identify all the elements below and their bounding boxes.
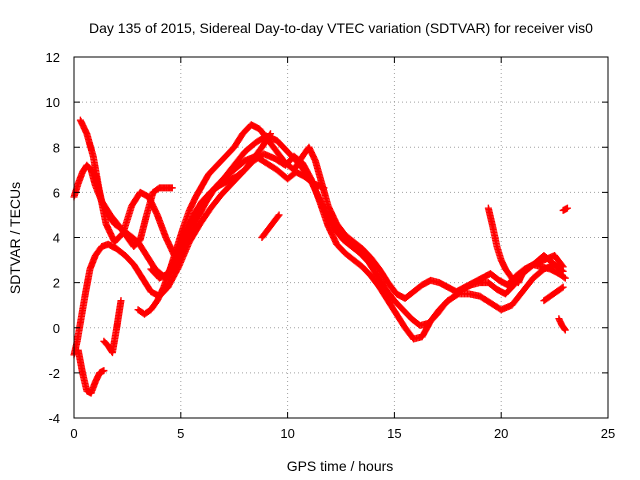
x-tick-label: 10 <box>280 426 294 441</box>
data-point <box>558 262 566 270</box>
y-tick-label: 4 <box>53 231 60 246</box>
series-track11 <box>540 283 567 305</box>
series-track5 <box>91 170 176 251</box>
data-point <box>549 260 557 268</box>
data-point <box>558 284 566 292</box>
data-point <box>560 325 568 333</box>
y-tick-label: -4 <box>48 411 60 426</box>
y-tick-label: 0 <box>53 321 60 336</box>
y-tick-label: 6 <box>53 185 60 200</box>
axis-ticks <box>73 56 609 419</box>
chart-title: Day 135 of 2015, Sidereal Day-to-day VTE… <box>89 20 593 36</box>
data-point <box>551 261 559 269</box>
data-point <box>266 131 274 139</box>
series-track6 <box>74 346 108 397</box>
data-point <box>274 212 282 220</box>
x-tick-label: 15 <box>387 426 401 441</box>
x-tick-label: 5 <box>177 426 184 441</box>
data-point <box>275 211 283 219</box>
x-tick-label: 20 <box>494 426 508 441</box>
data-point <box>100 367 108 375</box>
y-tick-label: 12 <box>46 50 60 65</box>
series-track8 <box>147 130 275 282</box>
data-point <box>560 273 568 281</box>
data-point <box>563 204 571 212</box>
data-point <box>559 283 567 291</box>
data-point <box>559 263 567 271</box>
series-track4 <box>134 121 569 318</box>
y-axis-label: SDTVAR / TECUs <box>7 182 23 294</box>
x-axis-label: GPS time / hours <box>287 458 394 474</box>
x-tick-labels: 0 5 10 15 20 25 <box>70 426 615 441</box>
data-point <box>267 130 275 138</box>
series-track7 <box>100 297 125 357</box>
data-point <box>561 274 569 282</box>
data-point <box>117 297 125 305</box>
series-track13 <box>559 204 571 214</box>
x-tick-label: 0 <box>70 426 77 441</box>
y-tick-labels: -4 -2 0 2 4 6 8 10 12 <box>46 50 60 426</box>
series-track10 <box>484 204 559 287</box>
y-tick-label: 10 <box>46 95 60 110</box>
data-point <box>561 326 569 334</box>
y-tick-label: 8 <box>53 140 60 155</box>
data-point <box>168 184 176 192</box>
y-tick-label: -2 <box>48 366 60 381</box>
series-track12 <box>555 315 569 334</box>
y-tick-label: 2 <box>53 276 60 291</box>
data-points <box>70 116 571 397</box>
series-track9 <box>258 211 283 241</box>
x-tick-label: 25 <box>601 426 615 441</box>
